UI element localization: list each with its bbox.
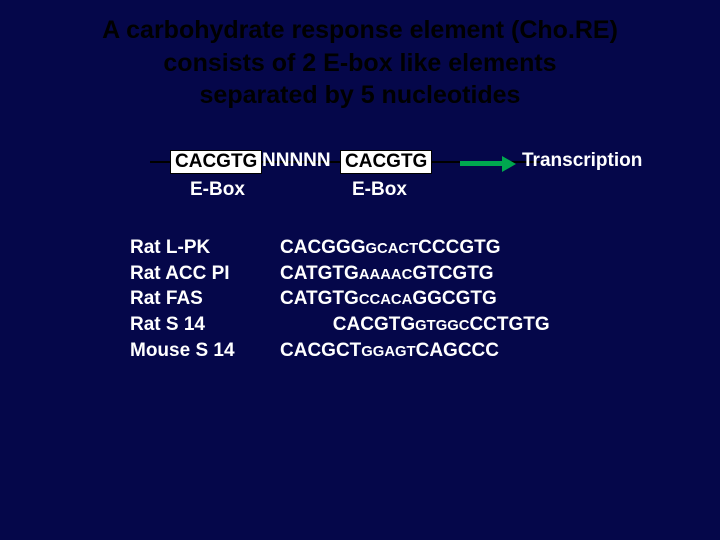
gene-name: Rat ACC PI [130,261,280,287]
gene-sequence: CACGTGGTGGCCCTGTG [280,312,550,338]
gene-name: Rat S 14 [130,312,280,338]
gene-name: Rat FAS [130,286,280,312]
ebox-1-seq: CACGTG [170,150,262,174]
transcription-label: Transcription [522,150,642,172]
arrow-head-icon [502,156,516,172]
title-line-3: separated by 5 nucleotides [0,79,720,112]
gene-sequence: CATGTGCCACAGGCGTG [280,286,497,312]
table-row: Rat FASCATGTGCCACAGGCGTG [130,286,550,312]
gene-name: Mouse S 14 [130,338,280,364]
table-row: Rat L-PKCACGGGGCACTCCCGTG [130,235,550,261]
ebox-1-label: E-Box [190,179,245,201]
gene-sequence: CACGGGGCACTCCCGTG [280,235,501,261]
page-title: A carbohydrate response element (Cho.RE)… [0,0,720,112]
table-row: Rat ACC PICATGTGAAAACGTCGTG [130,261,550,287]
gene-sequence: CATGTGAAAACGTCGTG [280,261,494,287]
gene-sequence-table: Rat L-PKCACGGGGCACTCCCGTGRat ACC PICATGT… [130,235,550,363]
spacer-seq: NNNNN [262,150,331,172]
ebox-2-label: E-Box [352,179,407,201]
transcription-arrow [460,153,516,175]
arrow-line-icon [460,161,502,166]
gene-sequence: CACGCTGGAGTCAGCCC [280,338,499,364]
title-line-1: A carbohydrate response element (Cho.RE) [0,14,720,47]
chore-schematic: CACGTG NNNNN CACGTG E-Box E-Box Transcri… [150,145,620,215]
ebox-2-seq: CACGTG [340,150,432,174]
table-row: Mouse S 14CACGCTGGAGTCAGCCC [130,338,550,364]
table-row: Rat S 14 CACGTGGTGGCCCTGTG [130,312,550,338]
gene-name: Rat L-PK [130,235,280,261]
title-line-2: consists of 2 E-box like elements [0,47,720,80]
